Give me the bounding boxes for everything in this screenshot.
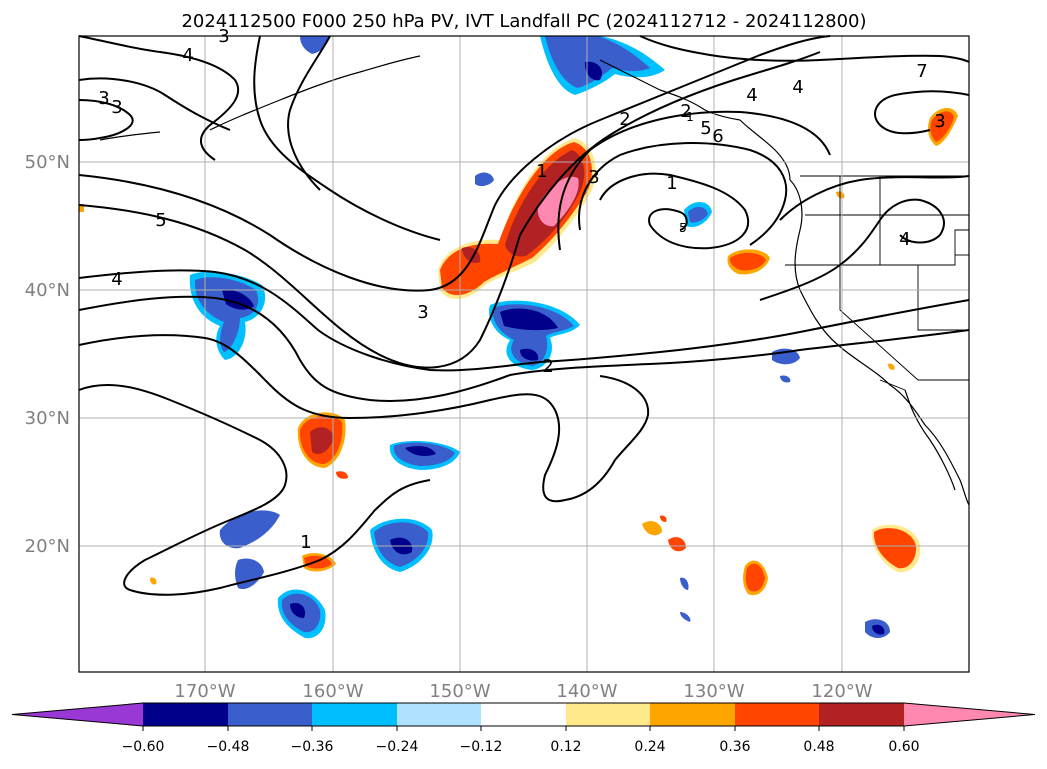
colorbar-ticks: −0.60 −0.48 −0.36 −0.24 −0.12 0.12 0.24 … [122, 739, 920, 755]
contour-label: 5 [679, 221, 687, 235]
colorbar-tick-label: 0.24 [634, 739, 665, 755]
contour-label: 1 [686, 110, 694, 124]
contour-label: 3 [111, 97, 122, 118]
coastlines [99, 55, 970, 506]
lon-label: 130°W [683, 681, 744, 702]
colorbar-segment [481, 703, 566, 726]
figure-title: 2024112500 F000 250 hPa PV, IVT Landfall… [181, 11, 866, 32]
map-frame [78, 35, 970, 673]
positive-anomaly-blob [871, 524, 921, 573]
contour-label: 5 [700, 118, 711, 139]
colorbar-tick-label: −0.36 [291, 739, 334, 755]
lat-label: 40°N [25, 280, 70, 301]
lon-label: 150°W [429, 681, 490, 702]
lat-label: 20°N [25, 536, 70, 557]
contour-label: 3 [934, 111, 945, 132]
contour-label: 3 [98, 88, 109, 109]
contour-label: 7 [916, 61, 927, 82]
contour-label: 4 [899, 229, 910, 250]
colorbar-tick-label: 0.12 [550, 739, 581, 755]
colorbar-segment [143, 703, 228, 726]
colorbar-segment [228, 703, 312, 726]
colorbar-tick-label: −0.48 [207, 739, 250, 755]
lat-label: 50°N [25, 152, 70, 173]
latitude-labels: 50°N 40°N 30°N 20°N [25, 152, 70, 557]
colorbar [11, 702, 1036, 731]
colorbar-segment [12, 703, 143, 726]
contour-label: 1 [666, 173, 677, 194]
colorbar-tick-label: 0.60 [888, 739, 919, 755]
state-borders [785, 175, 969, 391]
lon-label: 140°W [556, 681, 617, 702]
contour-label: 6 [712, 126, 723, 147]
negative-anomaly-blob [389, 440, 460, 470]
colorbar-tick-label: 0.48 [803, 739, 834, 755]
contour-label: 2 [542, 356, 553, 377]
negative-anomaly-blob [540, 36, 665, 95]
contour-label: 4 [111, 269, 122, 290]
contour-label: 3 [588, 167, 599, 188]
colorbar-segment [735, 703, 819, 726]
colorbar-tick-label: −0.24 [376, 739, 419, 755]
contour-label: 1 [300, 532, 311, 553]
contour-label: 4 [792, 77, 803, 98]
longitude-labels: 170°W 160°W 150°W 140°W 130°W 120°W [174, 681, 872, 702]
positive-anomaly-blob [438, 138, 596, 300]
negative-anomaly-blob [277, 589, 326, 639]
contour-labels: 3 4 3 5 4 3 2 1 2 4 7 6 5 3 1 1 2 3 4 5 … [98, 26, 945, 553]
contour-label: 4 [746, 85, 757, 106]
colorbar-tick-label: −0.12 [460, 739, 503, 755]
positive-anomaly-blob [928, 107, 958, 146]
lon-label: 160°W [302, 681, 363, 702]
positive-anomaly-blob [743, 560, 768, 596]
contour-label: 4 [182, 45, 193, 66]
negative-anomaly-blob [189, 271, 266, 360]
contour-label: 3 [417, 302, 428, 323]
graticule [79, 36, 969, 672]
colorbar-tick-label: 0.36 [719, 739, 750, 755]
colorbar-segment [397, 703, 481, 726]
contour-label: 2 [680, 101, 691, 122]
negative-anomaly-blob [300, 36, 330, 54]
ivt-contours [78, 35, 970, 596]
positive-anomaly-blob [727, 249, 770, 275]
map-panel: 3 4 3 5 4 3 2 1 2 4 7 6 5 3 1 1 2 3 4 5 … [78, 26, 970, 673]
colorbar-segment [650, 703, 735, 726]
colorbar-segment [566, 703, 650, 726]
negative-anomaly-blob [684, 201, 712, 228]
pv-shading [79, 36, 958, 639]
contour-label: 1 [536, 161, 547, 182]
colorbar-segment [904, 703, 1035, 726]
colorbar-segment [312, 703, 397, 726]
colorbar-segment [819, 703, 904, 726]
positive-anomaly-blob [297, 412, 346, 468]
contour-label: 2 [619, 109, 630, 130]
colorbar-tick-label: −0.60 [122, 739, 165, 755]
contour-label: 5 [155, 210, 166, 231]
negative-anomaly-blob [489, 300, 580, 370]
lon-label: 170°W [174, 681, 235, 702]
lat-label: 30°N [25, 408, 70, 429]
lon-label: 120°W [811, 681, 872, 702]
